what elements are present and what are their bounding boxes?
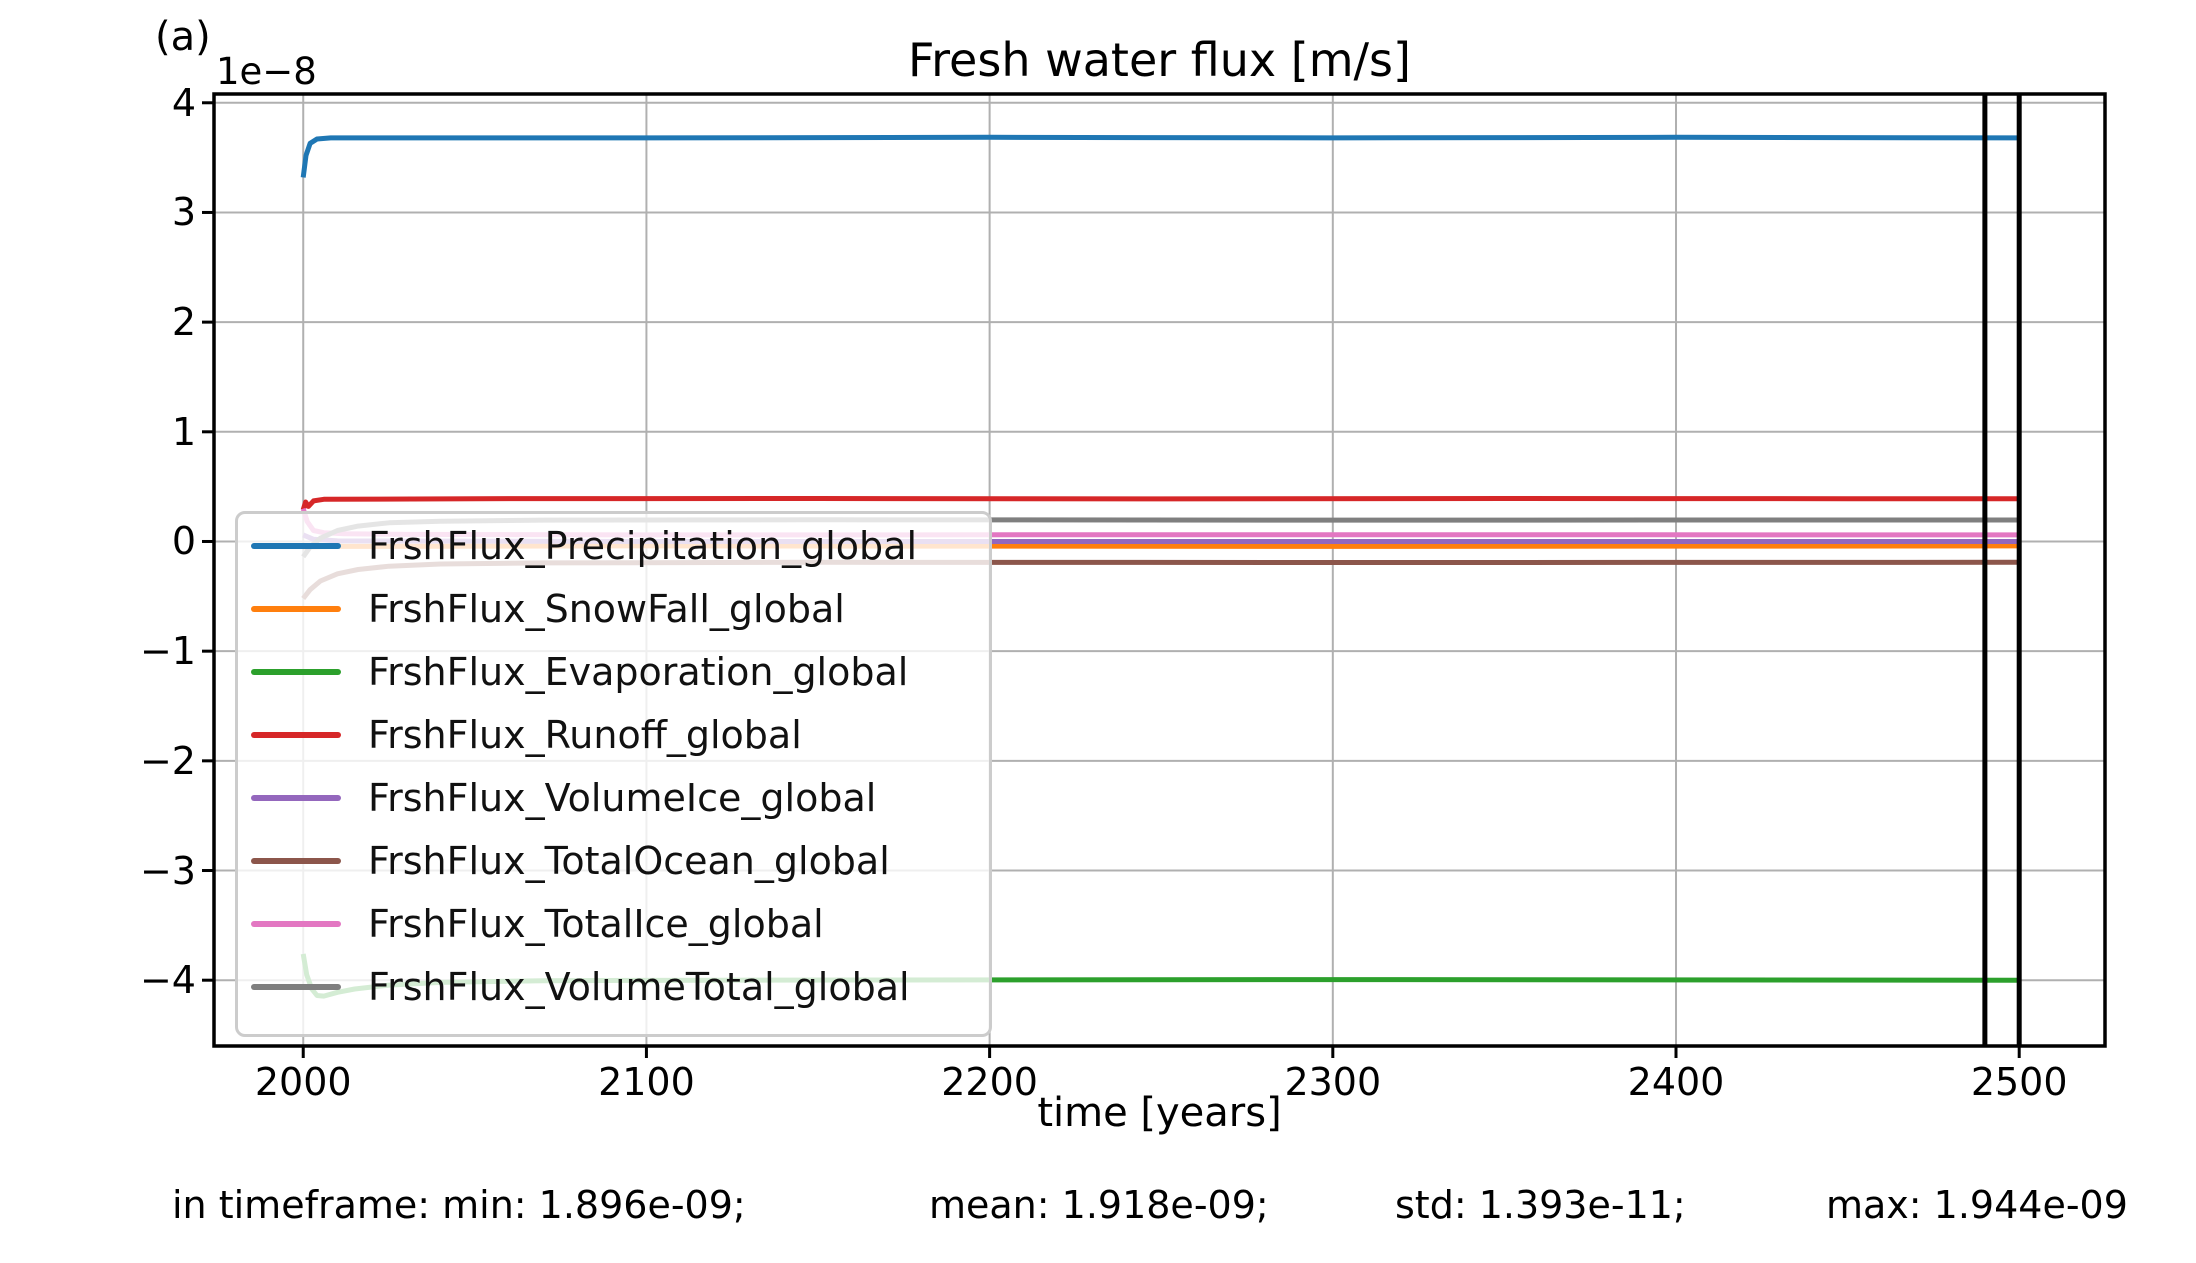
legend-label: FrshFlux_SnowFall_global [368,586,845,631]
stats-max: max: 1.944e-09 [1826,1183,2128,1227]
legend-item: FrshFlux_Evaporation_global [238,640,989,703]
legend-label: FrshFlux_VolumeIce_global [368,775,877,820]
y-tick-label: 4 [171,80,196,125]
x-tick-label: 2500 [1970,1060,2068,1104]
legend-sample-line [251,605,341,612]
y-tick-label: −3 [139,848,196,893]
stats-mean: mean: 1.918e-09; [929,1183,1269,1227]
stats-footer: in timeframe: min: 1.896e-09; mean: 1.91… [0,1183,2196,1253]
y-tick-label: −2 [139,738,196,783]
axes-spines [212,92,2107,1048]
legend: FrshFlux_Precipitation_global FrshFlux_Sn… [235,511,992,1037]
y-tick-label: 1 [171,409,196,454]
legend-item: FrshFlux_SnowFall_global [238,577,989,640]
legend-item: FrshFlux_TotalIce_global [238,892,989,955]
legend-label: FrshFlux_Runoff_global [368,712,802,757]
x-tick-label: 2100 [598,1060,695,1104]
y-tick-label: 2 [171,300,196,345]
legend-item: FrshFlux_VolumeTotal_global [238,955,989,1018]
x-axis-label: time [years] [1037,1090,1282,1136]
legend-item: FrshFlux_Runoff_global [238,703,989,766]
legend-item: FrshFlux_VolumeIce_global [238,766,989,829]
legend-item: FrshFlux_Precipitation_global [238,514,989,577]
legend-sample-line [251,542,341,549]
legend-label: FrshFlux_Precipitation_global [368,523,917,568]
y-tick-label: −4 [139,958,196,1003]
x-tick-label: 2300 [1284,1060,1382,1104]
panel-label: (a) [155,14,211,60]
legend-sample-line [251,668,341,675]
legend-sample-line [251,857,341,864]
y-tick-label: −1 [139,629,196,674]
x-tick-label: 2000 [254,1060,352,1104]
legend-item: FrshFlux_TotalOcean_global [238,829,989,892]
chart-title: Fresh water flux [m/s] [908,33,1411,87]
series-line-FrshFlux_Runoff_global [300,496,2020,511]
legend-label: FrshFlux_TotalOcean_global [368,838,890,883]
x-tick-label: 2400 [1627,1060,1725,1104]
series-line-FrshFlux_Precipitation_global [300,134,2020,178]
y-tick-label: 3 [171,190,196,235]
legend-label: FrshFlux_TotalIce_global [368,901,824,946]
legend-sample-line [251,920,341,927]
y-tick-label: 0 [171,519,196,564]
stats-std: std: 1.393e-11; [1395,1183,1686,1227]
legend-sample-line [251,794,341,801]
stats-min: in timeframe: min: 1.896e-09; [172,1183,746,1227]
y-axis-offset-label: 1e−8 [216,50,317,93]
legend-label: FrshFlux_VolumeTotal_global [368,964,910,1009]
legend-sample-line [251,983,341,990]
legend-sample-line [251,731,341,738]
legend-label: FrshFlux_Evaporation_global [368,649,909,694]
x-tick-label: 2200 [941,1060,1038,1104]
